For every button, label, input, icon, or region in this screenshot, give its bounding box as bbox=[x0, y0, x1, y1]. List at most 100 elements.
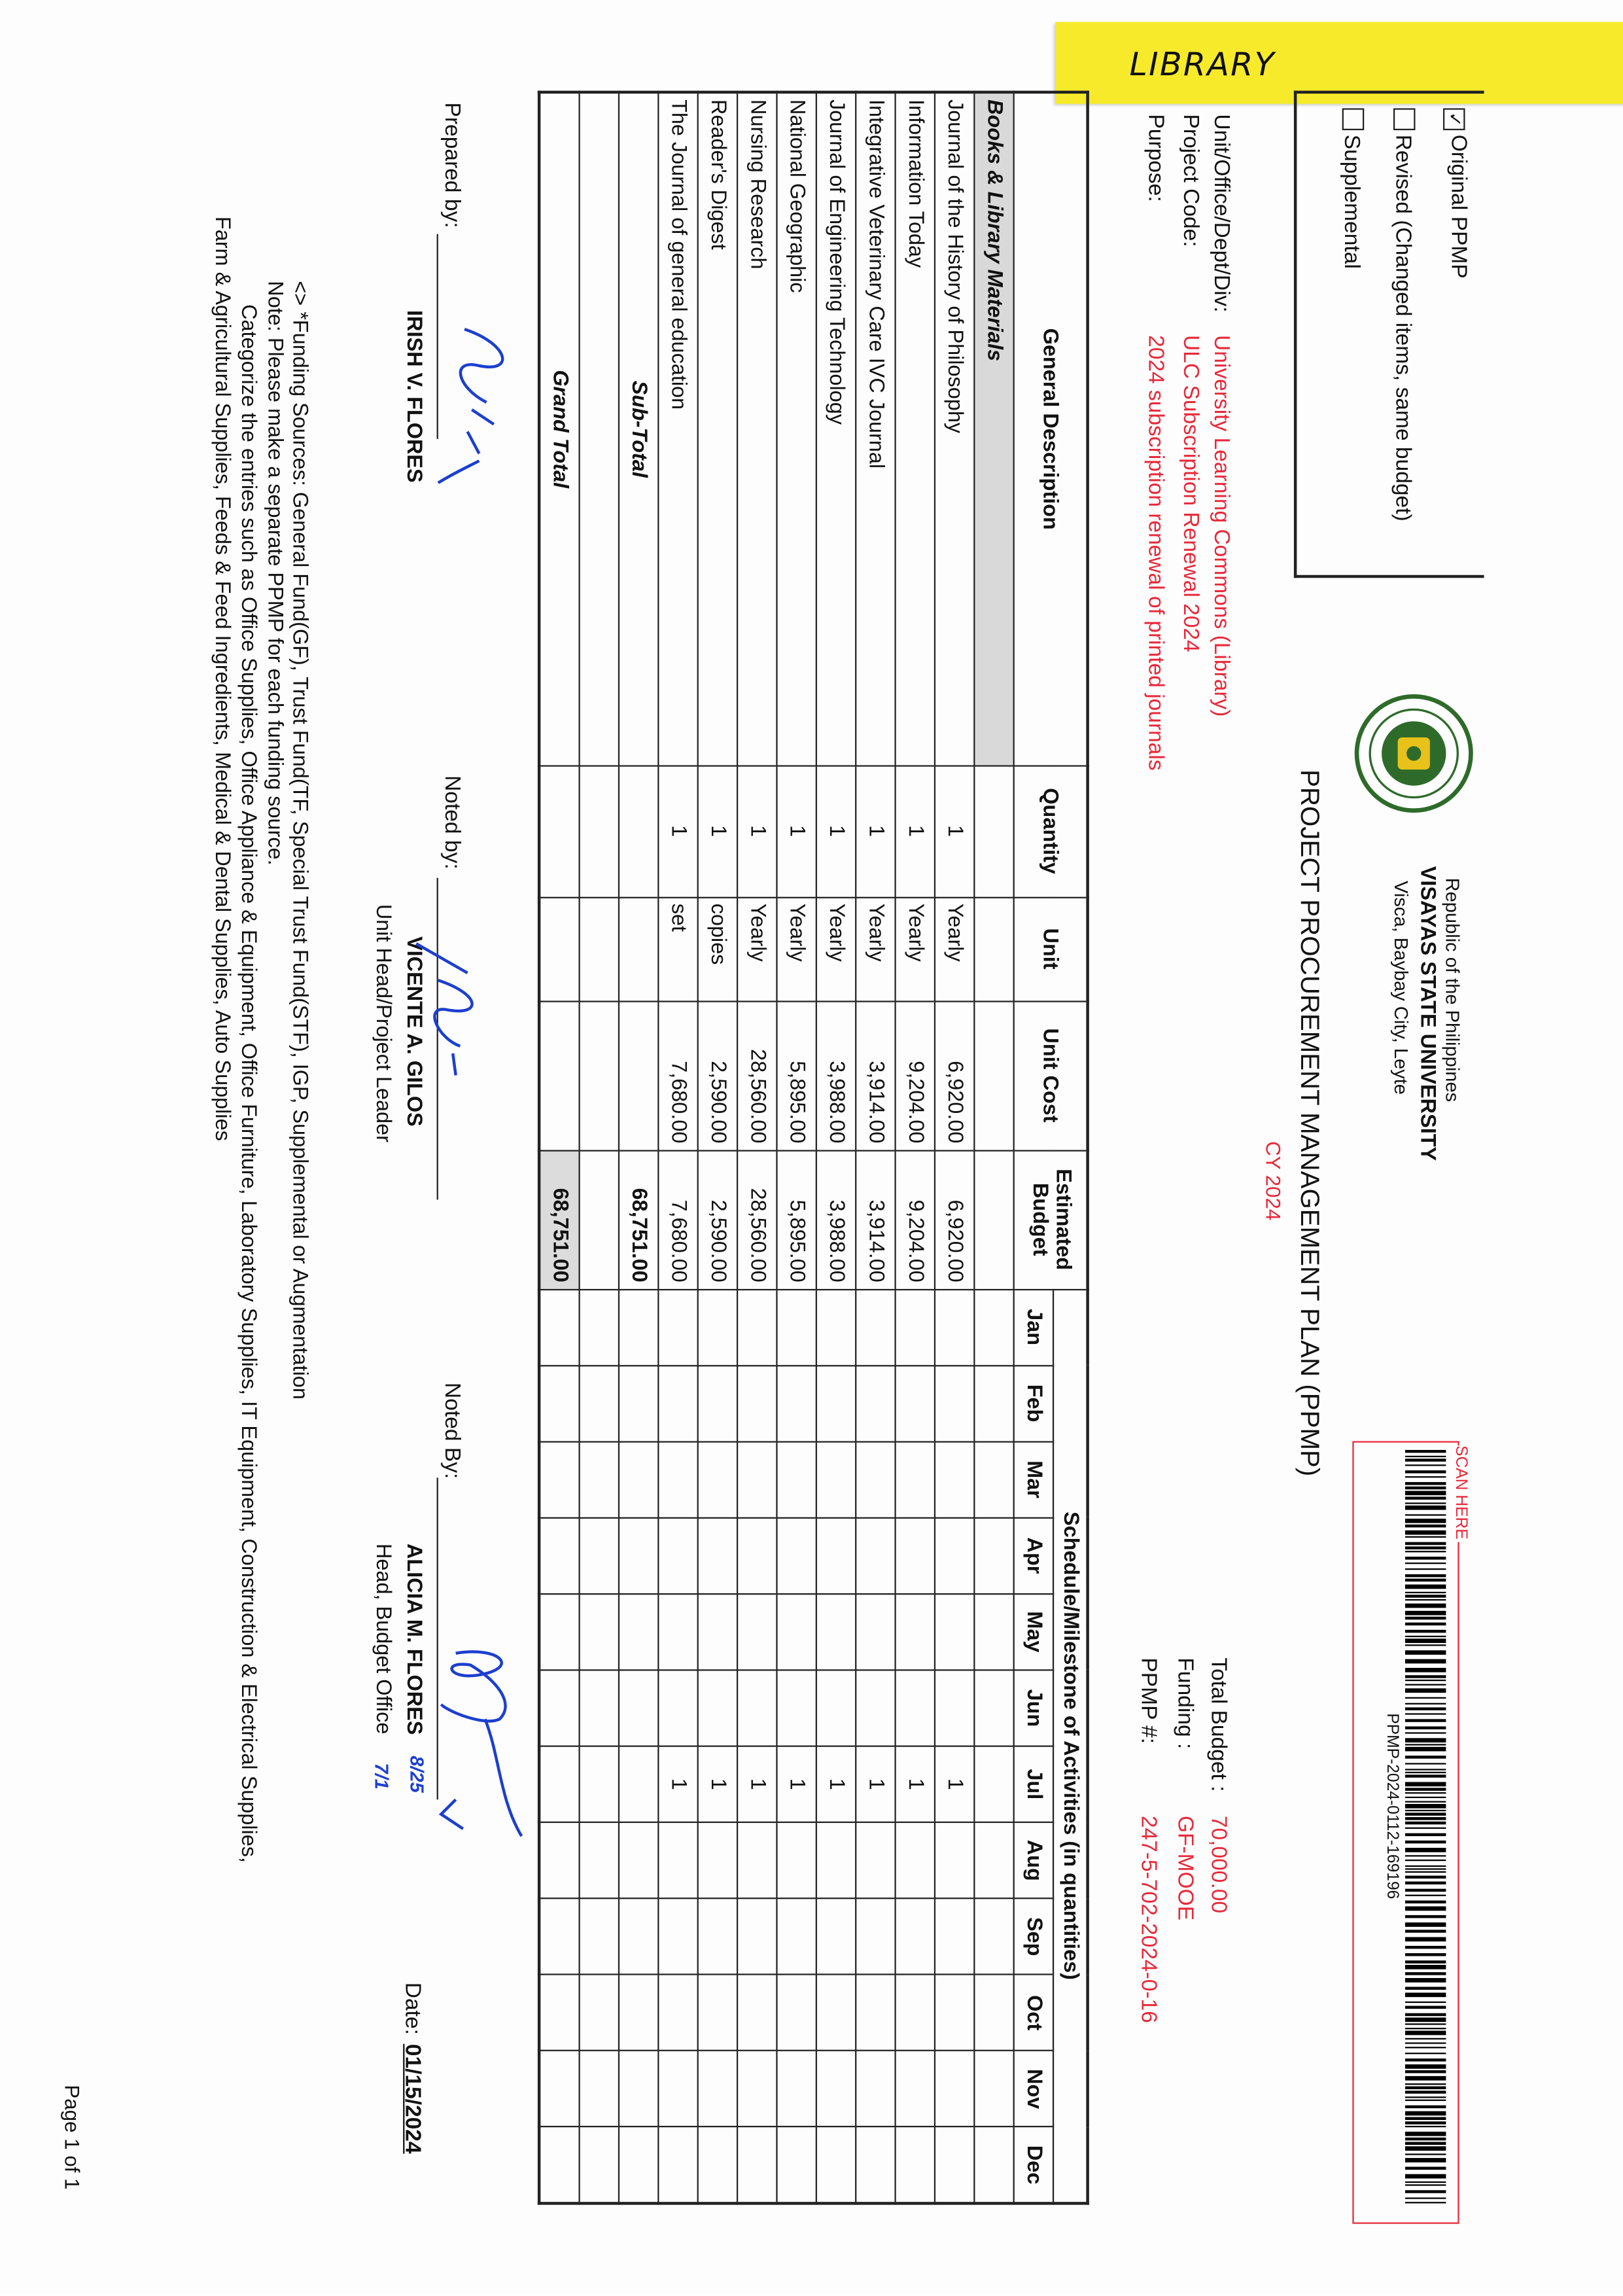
item-quantity: 1 bbox=[895, 765, 935, 897]
barcode-bar bbox=[1405, 2174, 1446, 2179]
barcode-bar bbox=[1405, 2131, 1446, 2136]
note-categorize: Categorize the entries such as Office Su… bbox=[236, 304, 260, 1863]
total-budget-label: Total Budget : bbox=[1206, 1657, 1231, 1792]
barcode-bar bbox=[1405, 1578, 1446, 1582]
schedule-cell-may bbox=[816, 1593, 856, 1670]
empty-cell bbox=[579, 896, 619, 1001]
barcode-bar bbox=[1405, 1746, 1446, 1752]
schedule-cell-dec bbox=[697, 2127, 738, 2204]
schedule-cell-apr bbox=[737, 1517, 777, 1594]
barcode-bar bbox=[1405, 1833, 1446, 1837]
empty-cell bbox=[579, 2051, 619, 2127]
barcode-bar bbox=[1405, 1792, 1446, 1794]
unit-value: University Learning Commons (Library) bbox=[1209, 335, 1234, 717]
barcode-bar bbox=[1405, 1865, 1446, 1867]
barcode-bar bbox=[1405, 1638, 1446, 1644]
schedule-cell-apr bbox=[895, 1517, 935, 1594]
schedule-cell-apr bbox=[777, 1517, 816, 1594]
noted-by-budget-name: ALICIA M. FLORES bbox=[401, 1543, 425, 1735]
item-budget: 28,560.00 bbox=[737, 1150, 777, 1289]
barcode-bar bbox=[1405, 1595, 1446, 1598]
barcode-bar bbox=[1405, 1868, 1446, 1870]
schedule-cell-dec bbox=[737, 2127, 777, 2204]
barcode-bar bbox=[1405, 1476, 1446, 1478]
empty-cell bbox=[579, 1593, 619, 1670]
header-month-dec: Dec bbox=[1013, 2127, 1054, 2204]
checkbox-supplemental[interactable]: Supplemental bbox=[1339, 108, 1365, 269]
barcode-bar bbox=[1405, 1518, 1446, 1523]
barcode-bar bbox=[1405, 1530, 1446, 1535]
subtotal-value: 68,751.00 bbox=[618, 1150, 659, 1289]
noted-by-label: Noted by: bbox=[440, 775, 465, 870]
check-icon[interactable]: ✓ bbox=[1442, 108, 1465, 131]
schedule-cell-nov bbox=[816, 2051, 856, 2127]
schedule-cell-apr bbox=[816, 1517, 856, 1594]
item-unit: Yearly bbox=[895, 896, 935, 1001]
barcode-bar bbox=[1405, 1629, 1446, 1633]
schedule-cell-feb bbox=[895, 1365, 935, 1441]
project-code-label: Project Code: bbox=[1178, 114, 1204, 247]
barcode-bar bbox=[1405, 2166, 1446, 2170]
barcode-bar bbox=[1405, 1557, 1446, 1560]
schedule-cell-nov bbox=[737, 2051, 777, 2127]
barcode-bar bbox=[1405, 2153, 1446, 2155]
barcode-bar bbox=[1405, 1675, 1446, 1678]
barcode-bar bbox=[1405, 2111, 1446, 2116]
barcode-bar bbox=[1405, 1972, 1446, 1975]
table-row: Information Today 1 Yearly 9,204.00 9,204.00… bbox=[895, 92, 935, 2204]
schedule-cell-nov bbox=[658, 2051, 698, 2127]
item-quantity: 1 bbox=[934, 765, 975, 897]
schedule-cell bbox=[618, 1593, 659, 1670]
project-code-value: ULC Subscription Renewal 2024 bbox=[1178, 335, 1204, 652]
checkbox-empty-icon[interactable] bbox=[1393, 108, 1416, 131]
schedule-cell-oct bbox=[895, 1974, 935, 2051]
schedule-cell-mar bbox=[737, 1441, 777, 1518]
item-unit-cost: 2,590.00 bbox=[697, 1000, 738, 1150]
item-budget: 2,590.00 bbox=[697, 1150, 738, 1289]
barcode-bar bbox=[1405, 1930, 1446, 1933]
checkbox-revised[interactable]: Revised (Changed items, same budget) bbox=[1390, 108, 1416, 521]
barcode-bar bbox=[1405, 1713, 1446, 1715]
schedule-cell-nov bbox=[777, 2051, 816, 2127]
barcode-image[interactable] bbox=[1405, 1449, 1446, 2211]
schedule-cell-mar bbox=[697, 1441, 738, 1518]
ppmp-type-box: ✓Original PPMP Revised (Changed items, s… bbox=[1293, 90, 1484, 578]
barcode-bar bbox=[1405, 1732, 1446, 1734]
barcode-bar bbox=[1405, 1703, 1446, 1704]
purpose-label: Purpose: bbox=[1143, 114, 1168, 202]
note-separate-ppmp: Note: Please make a separate PPMP for ea… bbox=[262, 281, 287, 866]
barcode-bar bbox=[1405, 2121, 1446, 2125]
empty-cell bbox=[579, 1517, 619, 1594]
header-unit: Unit bbox=[1013, 896, 1088, 1001]
barcode-bar bbox=[1405, 1603, 1446, 1608]
barcode-bar bbox=[1405, 1455, 1446, 1458]
schedule-cell bbox=[618, 1746, 659, 1823]
date-label: Date: bbox=[400, 1982, 425, 2035]
handwritten-note: 7/1 bbox=[370, 1763, 393, 1790]
empty-cell bbox=[579, 1150, 619, 1289]
checkbox-empty-icon[interactable] bbox=[1342, 108, 1365, 131]
item-unit-cost: 28,560.00 bbox=[737, 1000, 777, 1150]
barcode-bar bbox=[1405, 2158, 1446, 2163]
barcode-bar bbox=[1405, 1888, 1446, 1892]
schedule-cell bbox=[618, 1441, 659, 1518]
barcode-bar bbox=[1405, 2001, 1446, 2004]
barcode-bar bbox=[1405, 2125, 1446, 2128]
table-row: Journal of the History of Philosophy 1 Yea… bbox=[934, 92, 975, 2204]
item-unit-cost: 9,204.00 bbox=[895, 1000, 935, 1150]
schedule-cell bbox=[974, 2127, 1014, 2204]
item-description: National Geographic bbox=[777, 92, 816, 766]
checkbox-original[interactable]: ✓Original PPMP bbox=[1442, 108, 1471, 279]
schedule-cell-jul: 1 bbox=[777, 1746, 816, 1823]
page-title: PROJECT PROCUREMENT MANAGEMENT PLAN (PPM… bbox=[1295, 769, 1325, 1477]
item-unit: set bbox=[658, 896, 698, 1001]
schedule-cell-jan bbox=[658, 1288, 698, 1366]
barcode-bar bbox=[1405, 1738, 1446, 1743]
barcode-bar bbox=[1405, 1744, 1446, 1746]
calendar-year: CY 2024 bbox=[1261, 1141, 1285, 1221]
barcode-bar bbox=[1405, 1622, 1446, 1626]
grand-total-value: 68,751.00 bbox=[539, 1150, 580, 1289]
schedule-cell-jan bbox=[737, 1288, 777, 1366]
barcode-bar bbox=[1405, 1505, 1446, 1510]
schedule-cell-sep bbox=[777, 1898, 816, 1975]
